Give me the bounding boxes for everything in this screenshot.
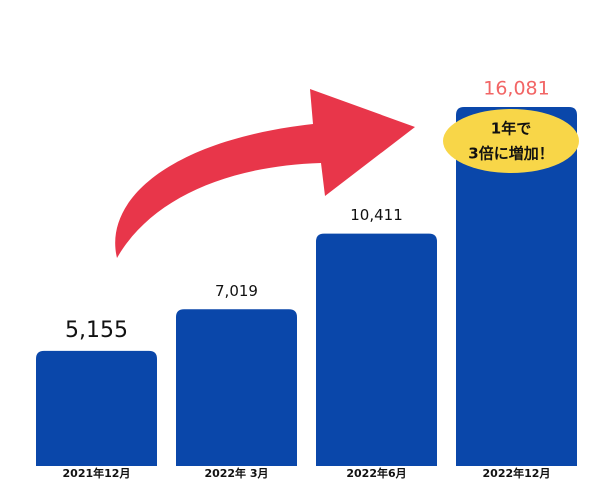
bar (456, 107, 577, 466)
annotation-text: 3倍に増加！ (468, 145, 553, 163)
bar (316, 233, 437, 466)
value-label: 10,411 (350, 206, 403, 224)
growth-arrow (115, 89, 415, 258)
value-label: 16,081 (483, 78, 549, 100)
x-tick-label: 2021年12月 (63, 466, 131, 480)
bar (36, 350, 157, 466)
x-tick-label: 2022年 3月 (204, 466, 268, 480)
x-tick-label: 2022年12月 (483, 466, 551, 480)
x-tick-label: 2022年6月 (346, 466, 406, 480)
value-label: 7,019 (215, 282, 258, 300)
value-label: 5,155 (65, 318, 128, 343)
annotation-text: 1年で (491, 120, 531, 138)
bar (176, 309, 297, 466)
annotation-bubble (443, 109, 579, 173)
